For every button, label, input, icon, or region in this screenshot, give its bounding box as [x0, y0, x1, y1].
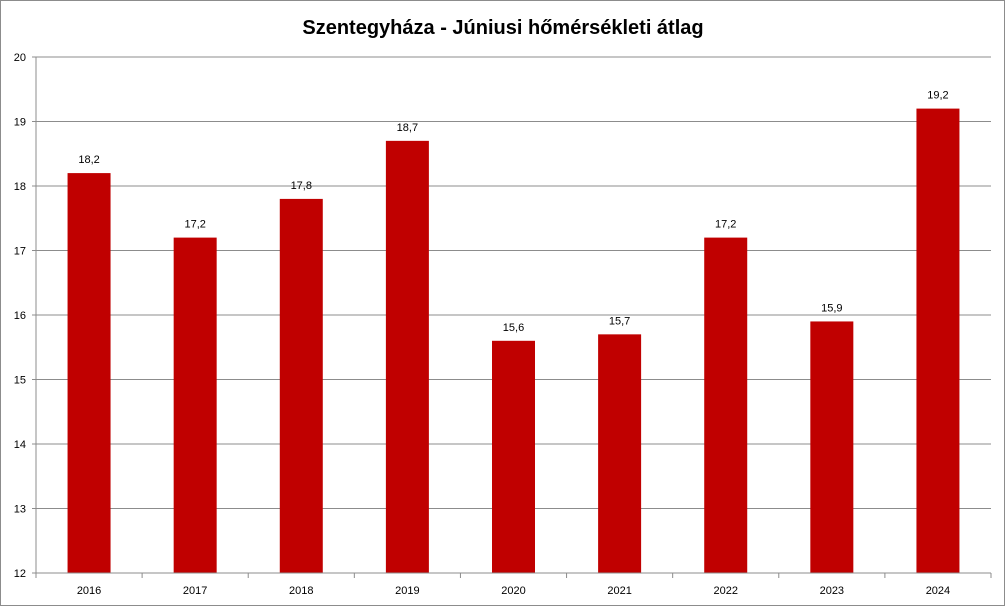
x-axis-ticks: 2016 2017 2018 2019 2020 2021 2022 2023 2024: [35, 573, 992, 597]
data-label: 15,6: [503, 322, 524, 334]
bar-2024: [916, 108, 960, 573]
x-tick-label: 2024: [926, 585, 950, 597]
y-tick-label: 17: [14, 246, 26, 258]
bar-2018: [279, 198, 323, 573]
data-label: 15,9: [821, 302, 842, 314]
x-tick-label: 2020: [501, 585, 525, 597]
y-tick-label: 18: [14, 181, 26, 193]
bar-2016: [67, 173, 111, 573]
bar-2019: [385, 140, 429, 573]
y-tick-label: 20: [14, 52, 26, 64]
x-tick-label: 2021: [607, 585, 631, 597]
y-tick-label: 15: [14, 375, 26, 387]
bars: [67, 108, 960, 573]
bar-2021: [598, 334, 642, 573]
data-label: 19,2: [927, 90, 948, 102]
chart-title: Szentegyháza - Júniusi hőmérsékleti átla…: [302, 17, 703, 39]
y-tick-label: 12: [14, 568, 26, 580]
y-tick-label: 16: [14, 310, 26, 322]
y-axis-ticks: 12 13 14 15 16 17 18 19 20: [14, 52, 36, 580]
bar-2017: [173, 237, 217, 573]
y-tick-label: 14: [14, 439, 26, 451]
data-label: 18,7: [397, 122, 418, 134]
x-tick-label: 2018: [289, 585, 313, 597]
x-tick-label: 2019: [395, 585, 419, 597]
data-labels: 18,2 17,2 17,8 18,7 15,6 15,7 17,2 15,9 19,2: [78, 90, 948, 334]
x-tick-label: 2023: [820, 585, 844, 597]
y-tick-label: 19: [14, 117, 26, 129]
x-tick-label: 2016: [77, 585, 101, 597]
bar-2022: [704, 237, 748, 573]
data-label: 17,2: [184, 219, 205, 231]
x-tick-label: 2017: [183, 585, 207, 597]
bar-2023: [810, 321, 854, 573]
data-label: 15,7: [609, 315, 630, 327]
axes: [35, 57, 991, 574]
data-label: 17,8: [291, 180, 312, 192]
y-tick-label: 13: [14, 504, 26, 516]
x-tick-label: 2022: [713, 585, 737, 597]
data-label: 17,2: [715, 219, 736, 231]
data-label: 18,2: [78, 154, 99, 166]
bar-2020: [492, 340, 535, 573]
